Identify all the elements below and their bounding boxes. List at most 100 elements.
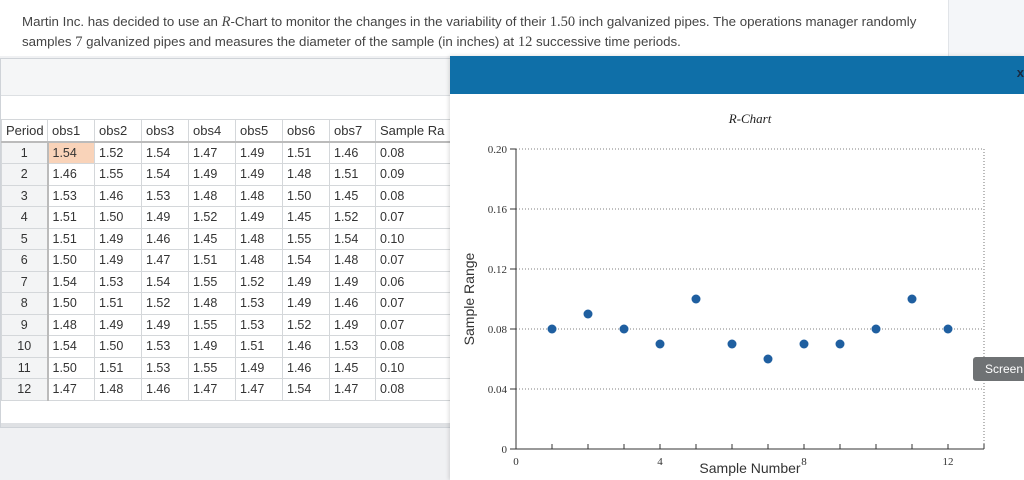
table-cell[interactable]: 1.53	[141, 335, 189, 358]
column-header[interactable]: obs2	[94, 119, 142, 143]
table-cell[interactable]: 1.54	[47, 141, 95, 164]
table-cell[interactable]: 1.55	[188, 270, 236, 293]
table-cell[interactable]: 1.53	[94, 270, 142, 293]
table-cell[interactable]: 1.48	[235, 184, 283, 207]
period-cell[interactable]: 2	[1, 163, 49, 186]
period-cell[interactable]: 4	[1, 206, 49, 229]
table-cell[interactable]: 0.07	[375, 206, 452, 229]
table-cell[interactable]: 1.46	[329, 292, 376, 315]
table-cell[interactable]: 1.54	[282, 249, 330, 272]
table-cell[interactable]: 1.51	[329, 163, 376, 186]
table-cell[interactable]: 1.48	[329, 249, 376, 272]
period-cell[interactable]: 5	[1, 227, 49, 250]
table-cell[interactable]: 1.48	[282, 163, 330, 186]
modal-header[interactable]: x	[450, 56, 1024, 94]
table-cell[interactable]: 1.52	[282, 313, 330, 336]
table-cell[interactable]: 1.54	[329, 227, 376, 250]
table-cell[interactable]: 1.50	[282, 184, 330, 207]
period-cell[interactable]: 1	[1, 141, 49, 164]
table-cell[interactable]: 1.51	[282, 141, 330, 164]
table-cell[interactable]: 1.49	[329, 270, 376, 293]
column-header[interactable]: obs6	[282, 119, 330, 143]
period-cell[interactable]: 12	[1, 378, 49, 401]
column-header[interactable]: Sample Ra	[375, 119, 452, 143]
table-cell[interactable]: 1.55	[94, 163, 142, 186]
table-cell[interactable]: 1.49	[235, 163, 283, 186]
table-cell[interactable]: 1.45	[329, 356, 376, 379]
table-cell[interactable]: 0.08	[375, 335, 452, 358]
table-cell[interactable]: 1.53	[329, 335, 376, 358]
table-cell[interactable]: 1.47	[47, 378, 95, 401]
table-cell[interactable]: 0.07	[375, 249, 452, 272]
table-cell[interactable]: 0.09	[375, 163, 452, 186]
table-cell[interactable]: 0.10	[375, 356, 452, 379]
table-cell[interactable]: 1.50	[47, 249, 95, 272]
table-cell[interactable]: 1.52	[141, 292, 189, 315]
sheet-scrollbar[interactable]	[1, 423, 453, 427]
period-cell[interactable]: 8	[1, 292, 49, 315]
table-cell[interactable]: 1.48	[188, 184, 236, 207]
table-cell[interactable]: 1.51	[47, 227, 95, 250]
table-cell[interactable]: 1.46	[282, 335, 330, 358]
table-cell[interactable]: 1.49	[141, 206, 189, 229]
table-cell[interactable]: 1.46	[141, 227, 189, 250]
table-cell[interactable]: 1.49	[282, 270, 330, 293]
table-cell[interactable]: 1.53	[141, 356, 189, 379]
table-cell[interactable]: 1.53	[47, 184, 95, 207]
table-cell[interactable]: 1.45	[329, 184, 376, 207]
table-cell[interactable]: 1.52	[329, 206, 376, 229]
table-cell[interactable]: 0.06	[375, 270, 452, 293]
period-cell[interactable]: 9	[1, 313, 49, 336]
table-cell[interactable]: 1.48	[235, 227, 283, 250]
table-cell[interactable]: 1.48	[94, 378, 142, 401]
table-cell[interactable]: 1.53	[235, 292, 283, 315]
table-cell[interactable]: 1.51	[47, 206, 95, 229]
table-cell[interactable]: 1.46	[329, 141, 376, 164]
column-header[interactable]: obs3	[141, 119, 189, 143]
table-cell[interactable]: 1.49	[235, 206, 283, 229]
table-cell[interactable]: 1.54	[47, 335, 95, 358]
period-cell[interactable]: 3	[1, 184, 49, 207]
table-cell[interactable]: 0.08	[375, 141, 452, 164]
period-cell[interactable]: 11	[1, 356, 49, 379]
table-cell[interactable]: 1.54	[47, 270, 95, 293]
table-cell[interactable]: 1.49	[94, 227, 142, 250]
table-cell[interactable]: 1.49	[94, 313, 142, 336]
column-header[interactable]: obs4	[188, 119, 236, 143]
table-cell[interactable]: 1.49	[235, 141, 283, 164]
table-cell[interactable]: 1.55	[188, 313, 236, 336]
data-spreadsheet[interactable]: Period obs1 obs2 obs3 obs4 obs5 obs6 obs7 Sample…	[0, 58, 454, 428]
table-cell[interactable]: 1.46	[282, 356, 330, 379]
table-cell[interactable]: 1.49	[94, 249, 142, 272]
table-cell[interactable]: 0.08	[375, 184, 452, 207]
table-cell[interactable]: 1.54	[141, 270, 189, 293]
table-cell[interactable]: 1.51	[188, 249, 236, 272]
table-cell[interactable]: 1.49	[141, 313, 189, 336]
table-cell[interactable]: 1.47	[188, 378, 236, 401]
table-cell[interactable]: 1.49	[235, 356, 283, 379]
column-header[interactable]: Period	[1, 119, 48, 143]
table-cell[interactable]: 1.49	[329, 313, 376, 336]
table-cell[interactable]: 1.50	[47, 292, 95, 315]
table-cell[interactable]: 1.52	[188, 206, 236, 229]
table-cell[interactable]: 1.55	[282, 227, 330, 250]
period-cell[interactable]: 7	[1, 270, 49, 293]
table-cell[interactable]: 1.51	[94, 356, 142, 379]
table-cell[interactable]: 1.55	[188, 356, 236, 379]
table-cell[interactable]: 1.46	[47, 163, 95, 186]
table-cell[interactable]: 1.47	[188, 141, 236, 164]
table-cell[interactable]: 1.47	[141, 249, 189, 272]
table-cell[interactable]: 1.53	[235, 313, 283, 336]
table-cell[interactable]: 1.49	[188, 335, 236, 358]
table-cell[interactable]: 1.50	[47, 356, 95, 379]
table-cell[interactable]: 1.47	[329, 378, 376, 401]
table-cell[interactable]: 1.52	[94, 141, 142, 164]
table-cell[interactable]: 0.10	[375, 227, 452, 250]
table-cell[interactable]: 1.48	[235, 249, 283, 272]
table-cell[interactable]: 0.07	[375, 313, 452, 336]
table-cell[interactable]: 1.54	[282, 378, 330, 401]
table-cell[interactable]: 1.50	[94, 335, 142, 358]
table-cell[interactable]: 1.53	[141, 184, 189, 207]
table-cell[interactable]: 0.08	[375, 378, 452, 401]
table-cell[interactable]: 0.07	[375, 292, 452, 315]
